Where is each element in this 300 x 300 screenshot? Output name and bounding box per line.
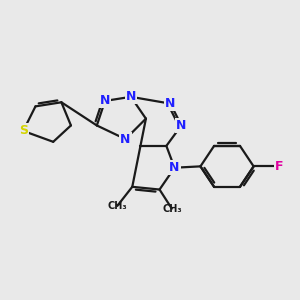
Text: N: N [100,94,110,107]
Text: N: N [176,119,187,132]
Text: CH₃: CH₃ [107,201,127,211]
Text: CH₃: CH₃ [162,204,182,214]
Text: N: N [126,90,136,103]
Text: F: F [275,160,284,173]
Text: N: N [169,161,180,174]
Text: N: N [120,133,130,146]
Text: S: S [19,124,28,137]
Text: N: N [165,97,176,110]
